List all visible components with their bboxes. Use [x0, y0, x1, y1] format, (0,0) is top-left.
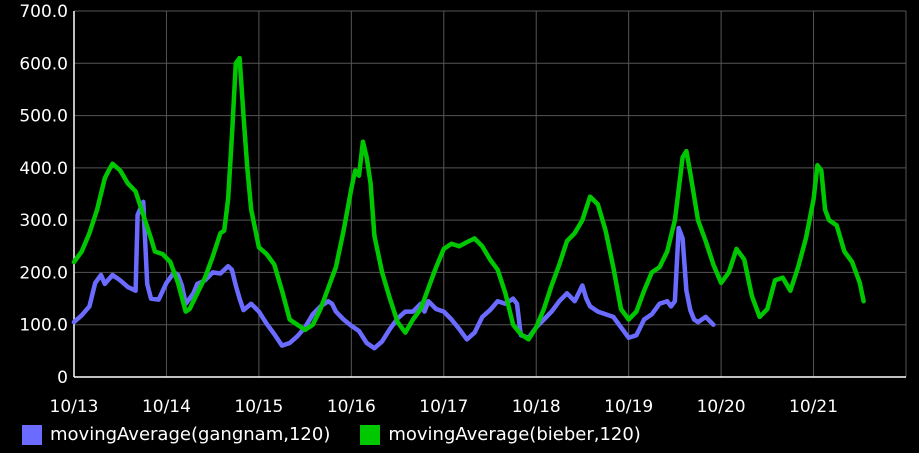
y-tick-label: 400.0: [19, 159, 68, 179]
grid: [73, 10, 907, 378]
x-tick-label: 10/18: [512, 397, 561, 417]
y-axis-tick-labels: 0 100.0 200.0 300.0 400.0 500.0 600.0 700.0: [19, 2, 68, 388]
series-line-bieber: [71, 55, 866, 342]
y-tick-label: 0: [57, 368, 68, 388]
x-tick-label: 10/21: [789, 397, 838, 417]
x-tick-label: 10/15: [234, 397, 283, 417]
x-tick-label: 10/20: [697, 397, 746, 417]
series-line-gangnam: [71, 199, 716, 351]
legend-swatch-bieber: [360, 424, 381, 445]
x-tick-label: 10/13: [50, 397, 99, 417]
x-tick-label: 10/17: [419, 397, 468, 417]
legend: movingAverage(gangnam,120) movingAverage…: [22, 424, 641, 445]
y-tick-label: 600.0: [19, 54, 68, 74]
legend-label-bieber: movingAverage(bieber,120): [388, 424, 641, 445]
legend-item-gangnam: movingAverage(gangnam,120): [22, 424, 330, 445]
y-tick-label: 700.0: [19, 2, 68, 22]
y-tick-label: 100.0: [19, 316, 68, 336]
legend-swatch-gangnam: [22, 424, 42, 445]
legend-label-gangnam: movingAverage(gangnam,120): [50, 424, 331, 445]
series-lines: [71, 55, 866, 351]
x-tick-label: 10/16: [327, 397, 376, 417]
legend-item-bieber: movingAverage(bieber,120): [360, 424, 641, 445]
y-tick-label: 300.0: [19, 211, 68, 231]
y-tick-label: 500.0: [19, 107, 68, 127]
x-axis-tick-labels: 10/13 10/14 10/15 10/16 10/17 10/18 10/19 10/20…: [50, 397, 839, 417]
y-tick-label: 200.0: [19, 263, 68, 283]
x-tick-label: 10/19: [604, 397, 653, 417]
axes: [73, 11, 906, 378]
x-tick-label: 10/14: [142, 397, 191, 417]
